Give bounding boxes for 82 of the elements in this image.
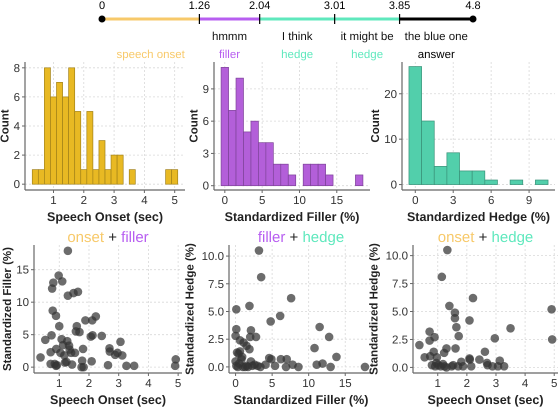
x-tick-label: 3 bbox=[110, 195, 118, 207]
x-tick-label: 0 bbox=[232, 378, 239, 390]
x-tick-label: 9 bbox=[526, 195, 532, 207]
x-tick-label: 3 bbox=[492, 378, 500, 390]
y-tick-label: 5.0 bbox=[208, 306, 224, 318]
x-tick-label: 15 bbox=[338, 378, 352, 390]
y-tick-label: 10.0 bbox=[202, 251, 224, 264]
x-tick-label: 4 bbox=[145, 378, 152, 390]
x-tick-label: 15 bbox=[330, 195, 344, 207]
y-tick-label: 2.5 bbox=[208, 334, 224, 346]
x-tick-label: 5 bbox=[171, 195, 178, 207]
y-axis-title: Count bbox=[0, 109, 12, 143]
x-tick-label: 1 bbox=[434, 378, 441, 390]
text: answer bbox=[418, 49, 455, 61]
y-tick-label: 0 bbox=[390, 180, 397, 192]
y-axis-title: Standardized Hedge (%) bbox=[368, 243, 380, 375]
x-tick-label: 1.26 bbox=[188, 0, 210, 12]
y-tick-label: 2.5 bbox=[392, 334, 408, 346]
x-tick-label: 5 bbox=[258, 195, 266, 207]
x-tick-label: 2 bbox=[86, 378, 92, 390]
y-axis-title: Count bbox=[188, 109, 201, 143]
y-tick-label: 0 bbox=[202, 180, 209, 193]
x-tick-label: 5 bbox=[551, 378, 558, 390]
y-tick-label: 0 bbox=[22, 362, 29, 374]
x-tick-label: 4.8 bbox=[465, 0, 481, 12]
chart-title: onset + filler bbox=[67, 229, 149, 246]
chart-title: filler + hedge bbox=[258, 229, 344, 246]
x-axis-title: Standardized Hedge (%) bbox=[406, 210, 550, 224]
y-tick-label: 5.0 bbox=[392, 306, 408, 319]
y-tick-label: 7.5 bbox=[392, 278, 408, 291]
y-tick-label: 8 bbox=[14, 62, 20, 75]
x-tick-label: 5 bbox=[268, 378, 276, 390]
y-tick-label: 2 bbox=[14, 150, 20, 162]
text: the blue one bbox=[404, 31, 468, 43]
text: I think bbox=[282, 31, 313, 43]
y-tick-label: 10 bbox=[16, 297, 29, 310]
y-tick-label: 6 bbox=[14, 92, 20, 104]
y-tick-label: 20 bbox=[384, 88, 397, 101]
x-axis-title: Speech Onset (sec) bbox=[50, 393, 166, 407]
y-axis-title: Standardized Hedge (%) bbox=[184, 243, 196, 375]
text: hedge bbox=[281, 49, 314, 61]
text: speech onset bbox=[116, 49, 186, 61]
x-tick-label: 3 bbox=[115, 378, 122, 390]
x-tick-label: 10 bbox=[302, 378, 316, 390]
y-axis-title: Standardized Filler (%) bbox=[2, 246, 14, 371]
x-tick-label: 3.01 bbox=[324, 0, 346, 12]
x-tick-label: 4 bbox=[522, 378, 529, 390]
y-tick-label: 6 bbox=[202, 116, 209, 128]
y-tick-label: 10 bbox=[384, 134, 397, 146]
y-tick-label: 3 bbox=[202, 148, 209, 160]
y-tick-label: 10.0 bbox=[386, 250, 408, 263]
y-tick-label: 9 bbox=[202, 84, 209, 96]
text: it might be bbox=[340, 31, 394, 43]
x-tick-label: 2.04 bbox=[248, 0, 270, 12]
x-tick-label: 0 bbox=[412, 195, 418, 207]
y-tick-label: 0.0 bbox=[392, 362, 408, 374]
y-axis-title: Count bbox=[370, 109, 382, 143]
y-tick-label: 4 bbox=[14, 121, 21, 133]
text: filler bbox=[218, 49, 240, 61]
x-tick-label: 1 bbox=[56, 378, 62, 390]
x-tick-label: 2 bbox=[464, 378, 470, 390]
x-tick-label: 5 bbox=[174, 378, 182, 390]
x-axis-title: Speech Onset (sec) bbox=[427, 393, 544, 407]
y-tick-label: 15 bbox=[16, 264, 29, 277]
x-tick-label: 1 bbox=[50, 195, 57, 207]
y-tick-label: 7.5 bbox=[208, 278, 224, 291]
x-axis-title: Standardized Filler (%) bbox=[234, 393, 368, 407]
x-tick-label: 2 bbox=[80, 195, 87, 207]
text: hedge bbox=[351, 49, 384, 61]
x-tick-label: 3.85 bbox=[388, 0, 410, 12]
x-tick-label: 10 bbox=[293, 195, 306, 207]
x-tick-label: 0 bbox=[98, 0, 106, 12]
y-tick-label: 5 bbox=[22, 330, 29, 342]
x-tick-label: 3 bbox=[450, 195, 456, 207]
y-tick-label: 0 bbox=[14, 179, 20, 192]
x-tick-label: 6 bbox=[488, 195, 494, 207]
text: hmmm bbox=[212, 31, 248, 43]
x-axis-title: Speech Onset (sec) bbox=[46, 210, 164, 224]
x-tick-label: 4 bbox=[141, 195, 148, 207]
y-tick-label: 0.0 bbox=[208, 362, 224, 374]
x-axis-title: Standardized Filler (%) bbox=[224, 210, 360, 224]
chart-title: onset + hedge bbox=[438, 229, 534, 246]
